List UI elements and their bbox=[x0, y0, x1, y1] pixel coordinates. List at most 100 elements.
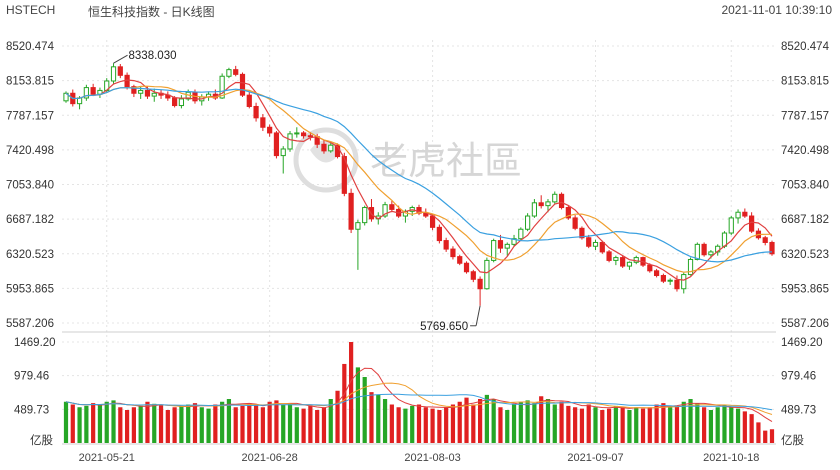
volume-bar-up bbox=[206, 408, 211, 443]
volume-bar-up bbox=[403, 408, 408, 443]
volume-bar-down bbox=[559, 401, 564, 443]
volume-bar-down bbox=[165, 410, 170, 443]
volume-bar-up bbox=[511, 404, 517, 443]
volume-bar-up bbox=[294, 407, 299, 443]
candle-down bbox=[463, 262, 470, 273]
ma10-line bbox=[65, 85, 772, 273]
candle-down bbox=[239, 73, 246, 96]
volume-bar-down bbox=[742, 411, 747, 443]
volume-bar-up bbox=[552, 404, 557, 443]
volume-bar-down bbox=[498, 407, 503, 443]
volume-bar-down bbox=[586, 404, 591, 443]
candle-up bbox=[83, 87, 89, 99]
candle-down bbox=[620, 257, 626, 267]
volume-bar-up bbox=[104, 401, 109, 443]
candle-down bbox=[674, 279, 680, 290]
candle-down bbox=[144, 89, 151, 97]
candle-up bbox=[138, 89, 144, 94]
candle-up bbox=[63, 92, 69, 102]
volume-bar-down bbox=[769, 429, 775, 443]
candle-down bbox=[267, 126, 273, 134]
volume-tick-label-left: 489.73 bbox=[14, 404, 49, 416]
volume-bar-down bbox=[321, 407, 327, 443]
candle-down bbox=[90, 87, 96, 95]
volume-tick-label-right: 1469.20 bbox=[781, 337, 823, 349]
volume-bar-up bbox=[491, 399, 496, 443]
y-tick-label-right: 5953.865 bbox=[781, 283, 829, 295]
volume-bar-up bbox=[545, 399, 551, 443]
candle-down bbox=[572, 217, 578, 229]
candle-up bbox=[552, 193, 558, 203]
volume-bar-down bbox=[131, 407, 136, 443]
watermark-logo bbox=[293, 127, 359, 193]
volume-tick-label-left: 979.46 bbox=[14, 371, 49, 383]
candle-up bbox=[708, 251, 714, 256]
volume-bar-down bbox=[267, 401, 272, 443]
index-name-label: 恒生科技指数 - 日K线图 bbox=[88, 5, 215, 19]
candle-down bbox=[477, 278, 483, 290]
volume-bar-down bbox=[124, 410, 130, 443]
volume-bar-down bbox=[457, 401, 462, 443]
watermark: 老虎社區 bbox=[293, 127, 522, 193]
y-tick-label-left: 6687.182 bbox=[6, 214, 54, 226]
volume-bar-up bbox=[287, 403, 293, 443]
y-tick-label-right: 7053.840 bbox=[781, 180, 829, 192]
candle-up bbox=[328, 144, 334, 152]
volume-bar-down bbox=[389, 404, 394, 443]
volume-bar-up bbox=[77, 407, 82, 443]
volume-bar-up bbox=[729, 407, 734, 443]
volume-bar-down bbox=[416, 404, 422, 443]
volume-bar-up bbox=[179, 405, 184, 443]
volume-bars bbox=[63, 342, 775, 443]
candle-down bbox=[457, 256, 463, 264]
candle-down bbox=[348, 192, 354, 230]
candle-up bbox=[687, 258, 694, 276]
high-pointer bbox=[113, 54, 128, 64]
low-pointer bbox=[475, 305, 481, 326]
candle-down bbox=[742, 211, 748, 217]
volume-bar-up bbox=[715, 407, 720, 443]
candle-up bbox=[613, 257, 619, 261]
candle-up bbox=[518, 228, 524, 240]
candle-down bbox=[172, 97, 178, 107]
volume-bar-down bbox=[444, 407, 449, 443]
volume-bar-up bbox=[708, 410, 714, 443]
volume-bar-up bbox=[634, 407, 639, 443]
candle-up bbox=[531, 202, 538, 217]
timestamp-label: 2021-11-01 10:39:10 bbox=[721, 3, 832, 17]
volume-bar-down bbox=[342, 363, 347, 443]
volume-bar-down bbox=[335, 390, 340, 443]
candle-down bbox=[253, 105, 259, 119]
y-tick-label-right: 8153.815 bbox=[781, 76, 829, 88]
candle-up bbox=[545, 201, 551, 207]
candle-up bbox=[667, 279, 673, 282]
volume-bar-down bbox=[118, 407, 123, 443]
volume-bar-up bbox=[226, 399, 232, 443]
candle-up bbox=[694, 243, 700, 260]
volume-bar-up bbox=[186, 404, 191, 443]
volume-bar-down bbox=[566, 405, 571, 443]
volume-bar-down bbox=[756, 422, 761, 443]
candle-down bbox=[606, 251, 612, 261]
candle-up bbox=[735, 211, 741, 219]
volume-bar-down bbox=[579, 408, 585, 443]
candle-down bbox=[701, 243, 707, 256]
candle-up bbox=[484, 259, 490, 290]
volume-bar-down bbox=[539, 396, 544, 443]
volume-bar-down bbox=[213, 404, 218, 443]
volume-bar-up bbox=[376, 394, 381, 443]
volume-bar-down bbox=[702, 407, 707, 443]
volume-bar-down bbox=[749, 414, 754, 443]
candle-up bbox=[525, 215, 531, 230]
volume-bar-up bbox=[382, 399, 388, 443]
volume-bar-up bbox=[220, 401, 225, 443]
volume-bar-down bbox=[674, 405, 680, 443]
volume-bar-up bbox=[84, 405, 89, 443]
volume-bar-up bbox=[355, 367, 361, 443]
volume-bar-up bbox=[138, 405, 143, 443]
volume-bar-down bbox=[315, 410, 320, 443]
volume-bar-up bbox=[627, 410, 632, 443]
volume-bar-down bbox=[145, 401, 150, 443]
volume-bar-down bbox=[763, 430, 768, 443]
